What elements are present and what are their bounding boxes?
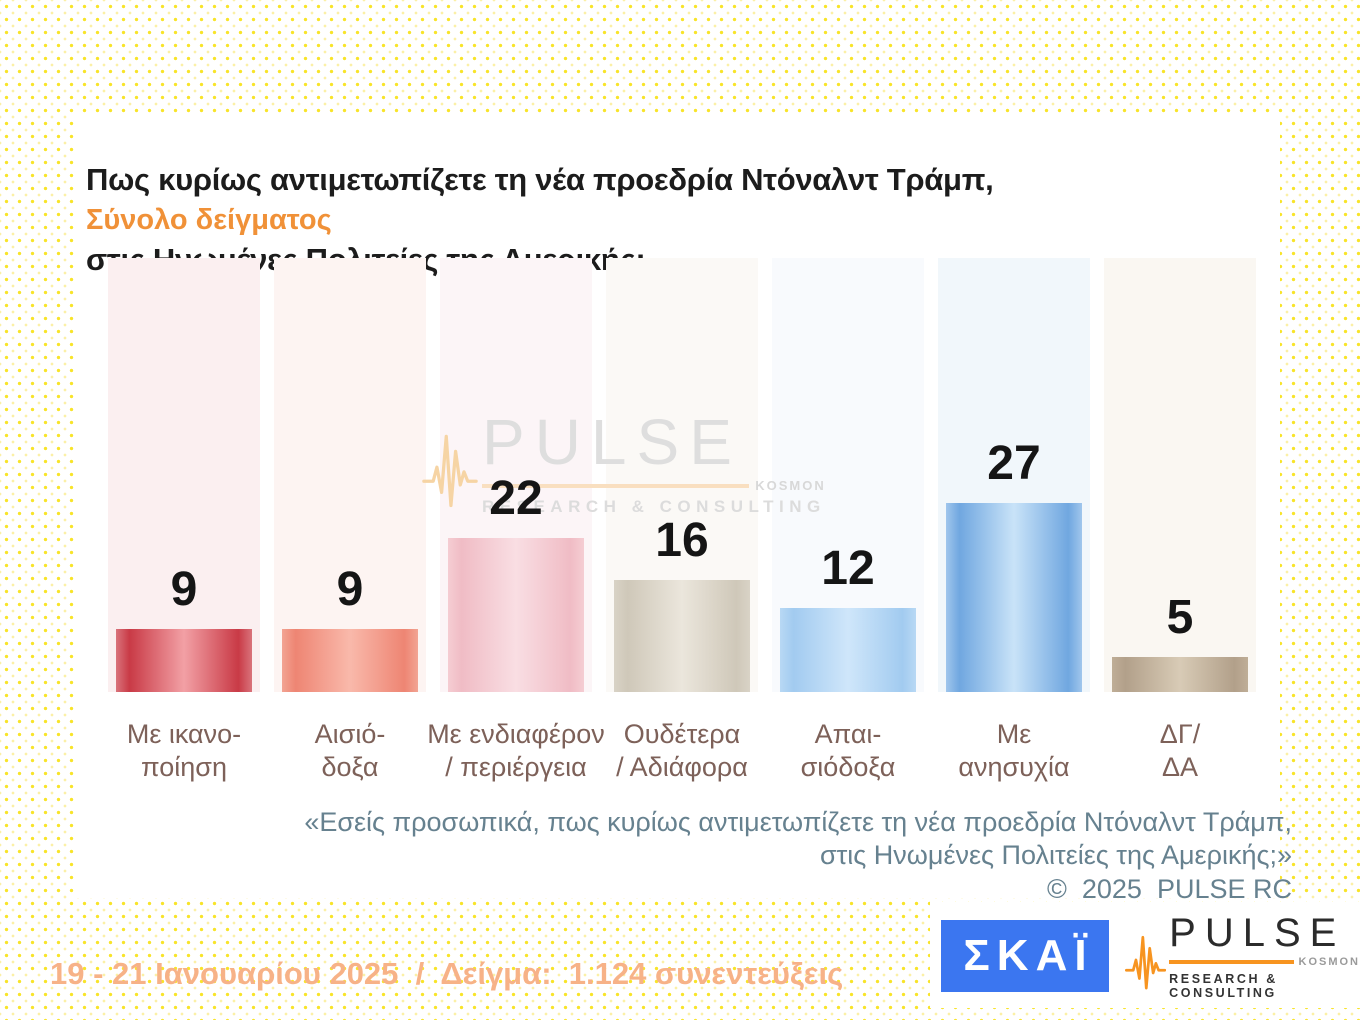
chart-column: 16 Ουδέτερα / Αδιάφορα xyxy=(606,258,758,782)
chart-subtitle: Σύνολο δείγματος xyxy=(86,204,332,236)
category-label: Αισιό- δοξα xyxy=(314,719,386,782)
value-label: 5 xyxy=(1166,591,1194,644)
pulse-watermark-tagline: RESEARCH & CONSULTING xyxy=(482,497,826,516)
category-label: Απαι- σιόδοξα xyxy=(800,719,896,782)
pulse-waveform-icon xyxy=(422,434,478,508)
column-background xyxy=(108,258,260,692)
pulse-logo-tagline: RESEARCH & CONSULTING xyxy=(1169,972,1278,1000)
pulse-logo: PULSE KOSMON RESEARCH & CONSULTING xyxy=(1125,912,1360,1004)
value-bar xyxy=(946,503,1082,692)
value-bar xyxy=(780,608,916,692)
pulse-watermark-rule xyxy=(482,483,750,488)
survey-info-text: 19 - 21 Ιανουαρίου 2025 / Δείγμα: 1.124 … xyxy=(50,956,844,991)
value-label: 12 xyxy=(821,542,875,595)
pulse-watermark-text: PULSE KOSMON RESEARCH & CONSULTING xyxy=(482,410,826,517)
value-label: 9 xyxy=(170,563,198,616)
category-label: Με ικανο- ποίηση xyxy=(126,719,242,782)
chart-title-line1: Πως κυρίως αντιμετωπίζετε τη νέα προεδρί… xyxy=(86,162,994,197)
value-label: 27 xyxy=(987,437,1041,490)
pulse-logo-tag: KOSMON xyxy=(1298,956,1360,968)
pulse-waveform-icon xyxy=(1125,935,1167,990)
value-bar xyxy=(282,629,418,692)
chart-column: 22 Με ενδιαφέρον / περιέργεια xyxy=(427,258,605,782)
value-label: 22 xyxy=(489,472,543,525)
column-background xyxy=(1104,258,1256,692)
chart-title: Πως κυρίως αντιμετωπίζετε τη νέα προεδρί… xyxy=(86,120,994,280)
pulse-logo-rule xyxy=(1169,960,1294,964)
chart-area: 9 Με ικανο- ποίηση 9 Αισιό- δοξα 22 Με ενδιαφ… xyxy=(108,258,1256,818)
chart-column: 9 Με ικανο- ποίηση xyxy=(108,258,260,782)
pulse-logo-line: KOSMON xyxy=(1169,956,1360,968)
value-label: 16 xyxy=(655,514,709,567)
category-label: Με ενδιαφέρον / περιέργεια xyxy=(427,719,605,782)
value-bar xyxy=(1112,657,1248,692)
chart-column: 9 Αισιό- δοξα xyxy=(274,258,426,782)
value-label: 9 xyxy=(336,563,364,616)
pulse-watermark-line: KOSMON xyxy=(482,478,826,493)
pulse-logo-text: PULSE KOSMON RESEARCH & CONSULTING xyxy=(1169,912,1360,1000)
value-bar xyxy=(614,580,750,692)
column-background xyxy=(274,258,426,692)
chart-card: Πως κυρίως αντιμετωπίζετε τη νέα προεδρί… xyxy=(74,114,1292,904)
skai-logo: ΣΚΑΪ xyxy=(941,920,1109,992)
question-quote: «Εσείς προσωπικά, πως κυρίως αντιμετωπίζ… xyxy=(304,807,1292,870)
pulse-logo-brand: PULSE xyxy=(1169,911,1346,955)
chart-column: 12 Απαι- σιόδοξα xyxy=(772,258,924,782)
category-label: ΔΓ/ ΔΑ xyxy=(1159,719,1201,782)
pulse-watermark-tag: KOSMON xyxy=(755,478,826,493)
pulse-watermark-brand: PULSE xyxy=(482,406,742,478)
value-bar xyxy=(448,538,584,692)
copyright-note: © 2025 PULSE RC xyxy=(1046,874,1292,904)
category-label: Με ανησυχία xyxy=(958,719,1070,782)
pulse-watermark: PULSE KOSMON RESEARCH & CONSULTING xyxy=(422,410,826,520)
chart-column: 27 Με ανησυχία xyxy=(938,258,1090,782)
category-label: Ουδέτερα / Αδιάφορα xyxy=(616,719,748,782)
chart-column: 5 ΔΓ/ ΔΑ xyxy=(1104,258,1256,782)
value-bar xyxy=(116,629,252,692)
